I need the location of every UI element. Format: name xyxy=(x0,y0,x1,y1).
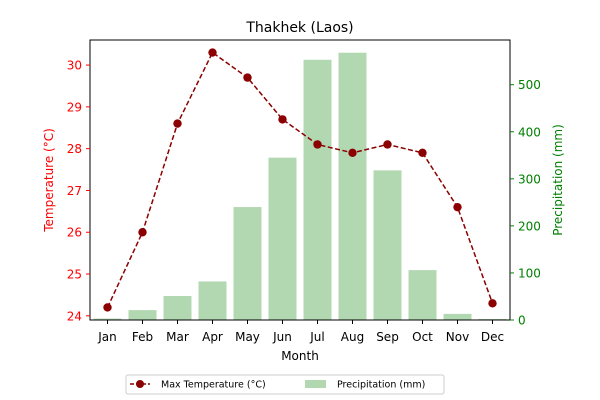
x-tick-label: Mar xyxy=(166,330,189,344)
temperature-point-aug xyxy=(348,148,357,158)
x-tick-label: Aug xyxy=(341,330,364,344)
temperature-point-may xyxy=(243,73,252,82)
legend-bar-swatch xyxy=(305,380,326,388)
y-left-tick-label: 24 xyxy=(67,309,82,323)
x-tick-label: Nov xyxy=(446,330,469,344)
temperature-point-oct xyxy=(418,148,427,158)
y-left-tick-label: 25 xyxy=(67,268,82,282)
y-right-tick-label: 300 xyxy=(518,172,541,186)
legend-label-temperature: Max Temperature (°C) xyxy=(161,380,266,391)
legend-frame xyxy=(125,374,445,395)
precipitation-bar-oct xyxy=(408,270,437,320)
precipitation-bar-apr xyxy=(198,281,227,320)
y-right-tick-label: 400 xyxy=(518,125,541,139)
x-tick-label: Jul xyxy=(309,330,324,344)
plot-frame xyxy=(89,39,511,321)
y-right-tick-label: 100 xyxy=(518,266,541,280)
y-left-tick-label: 30 xyxy=(67,59,82,73)
x-tick-label: Feb xyxy=(132,330,153,344)
x-tick-label: Jan xyxy=(97,330,117,344)
precipitation-bars xyxy=(93,52,507,321)
y-right-tick-label: 0 xyxy=(518,314,526,328)
y-axis-right-label: Precipitation (mm) xyxy=(551,124,565,236)
x-tick-label: Sep xyxy=(376,330,399,344)
temperature-point-dec xyxy=(488,299,497,308)
precipitation-bar-aug xyxy=(338,52,367,321)
y-left-tick-label: 26 xyxy=(67,226,82,240)
temperature-point-jun xyxy=(278,115,287,124)
temperature-point-mar xyxy=(173,119,182,128)
legend-label-precipitation: Precipitation (mm) xyxy=(337,380,425,391)
x-axis-label: Month xyxy=(281,349,319,363)
x-tick-label: Apr xyxy=(202,330,223,344)
temperature-point-feb xyxy=(138,228,147,237)
x-tick-label: Oct xyxy=(412,330,433,344)
y-right-tick-label: 500 xyxy=(518,78,541,92)
y-axis-left-label: Temperature (°C) xyxy=(42,128,56,233)
precipitation-bar-jul xyxy=(303,59,332,320)
y-left-tick-label: 28 xyxy=(67,142,82,156)
temperature-point-sep xyxy=(383,140,392,149)
temperature-line xyxy=(106,51,494,308)
x-tick-label: Dec xyxy=(481,330,504,344)
temperature-point-jul xyxy=(313,140,322,149)
y-axis-left: 24 25 26 27 28 29 30 xyxy=(67,59,90,323)
temperature-point-jan xyxy=(103,303,112,312)
x-tick-label: Jun xyxy=(272,330,292,344)
precipitation-bar-jun xyxy=(268,157,297,320)
precipitation-bar-jan xyxy=(93,318,122,320)
precipitation-bar-mar xyxy=(163,296,192,320)
temperature-line-series xyxy=(103,48,497,312)
legend: Max Temperature (°C) Precipitation (mm) xyxy=(125,374,445,395)
legend-marker-swatch xyxy=(136,380,144,388)
y-right-tick-label: 200 xyxy=(518,219,541,233)
x-tick-label: May xyxy=(235,330,260,344)
y-axis-right: 0 100 200 300 400 500 xyxy=(510,78,541,328)
precipitation-bar-sep xyxy=(373,170,402,320)
y-left-tick-label: 27 xyxy=(67,184,82,198)
x-axis: Jan Feb Mar Apr May Jun Jul Aug Sep Oct Nov Dec xyxy=(97,320,504,344)
y-left-tick-label: 29 xyxy=(67,100,82,114)
precipitation-bar-nov xyxy=(443,313,472,320)
chart-title: Thakhek (Laos) xyxy=(245,20,353,36)
temperature-point-apr xyxy=(208,48,217,57)
precipitation-bar-may xyxy=(233,207,262,320)
precipitation-bar-feb xyxy=(128,310,157,320)
temperature-point-nov xyxy=(453,202,462,212)
